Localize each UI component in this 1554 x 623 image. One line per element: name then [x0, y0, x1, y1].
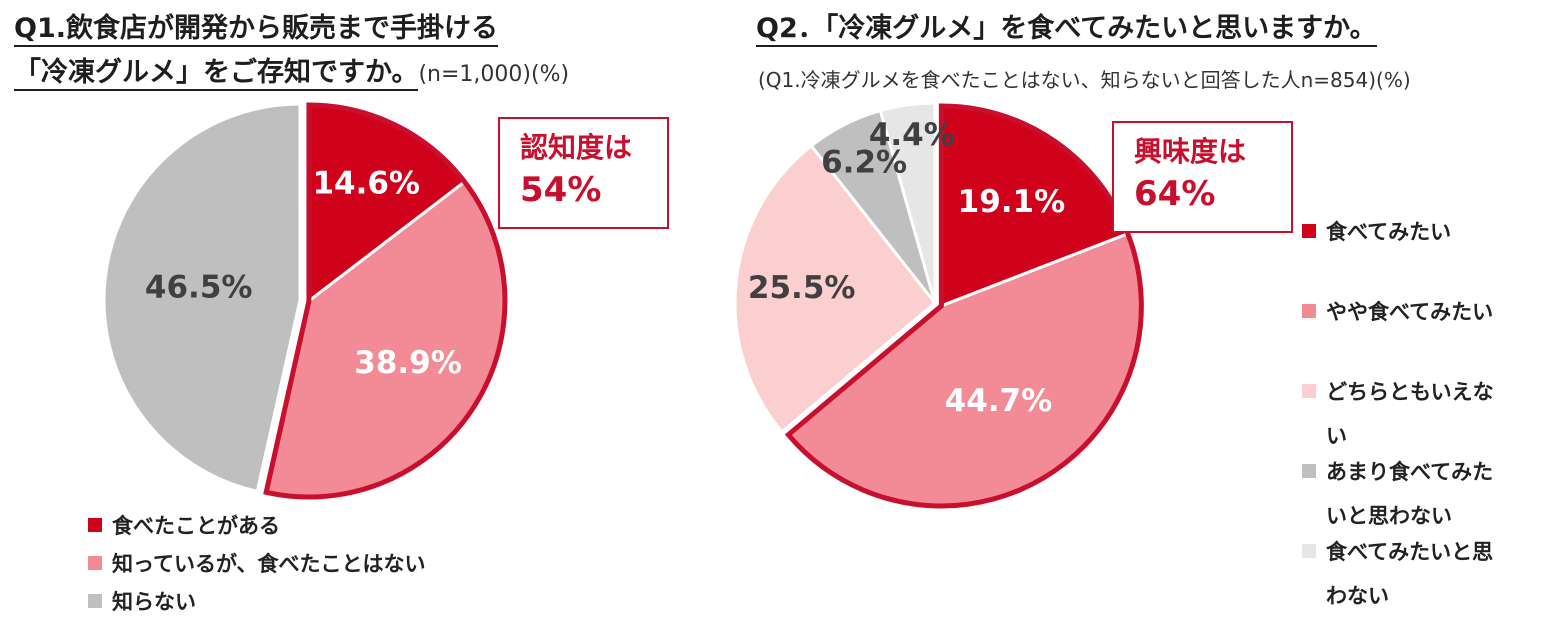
q2-legend-label-5-line-2: わない — [1326, 584, 1389, 608]
q2-slice-3 — [733, 143, 938, 434]
q2-note: (Q1.冷凍グルメを食べたことはない、知らないと回答した人n=854)(%) — [758, 68, 1411, 92]
q2-slice-label-5: 4.4% — [869, 117, 955, 153]
q1-slice-label-1: 14.6% — [312, 165, 420, 201]
q1-slice-label-3: 46.5% — [145, 269, 253, 305]
q2-legend-label-1: 食べてみたい — [1326, 220, 1452, 244]
q2-title: Q2．「冷凍グルメ」を食べてみたいと思いますか。 — [756, 12, 1377, 47]
q2-legend-swatch-4 — [1302, 464, 1316, 478]
q1-title-line1: Q1.飲食店が開発から販売まで手掛ける — [14, 12, 498, 47]
q1-awareness-callout: 認知度は 54% — [498, 117, 669, 229]
q2-legend-swatch-3 — [1302, 384, 1316, 398]
q2-callout-value: 64% — [1134, 174, 1216, 214]
q1-legend-swatch-1 — [88, 518, 102, 532]
q1-legend-swatch-3 — [88, 594, 102, 608]
q1-title-line2: 「冷凍グルメ」をご存知ですか。(n=1,000)(%) — [14, 56, 569, 92]
q2-slice-5 — [878, 101, 937, 304]
q2-slice-label-2: 44.7% — [945, 383, 1053, 419]
q1-legend-label-1: 食べたことがある — [112, 514, 280, 538]
q2-legend-label-5-line-1: 食べてみたいと思 — [1326, 540, 1494, 564]
q1-note: (n=1,000)(%) — [418, 62, 570, 87]
q1-slice-3 — [102, 102, 302, 494]
q2-legend-label-4-line-2: いと思わない — [1326, 504, 1452, 528]
q2-legend-label-4-line-1: あまり食べてみた — [1326, 460, 1494, 484]
q2-legend-label-3-line-1: どちらともいえな — [1326, 380, 1494, 404]
q2-pie: 19.1% 44.7% 25.5% 6.2%4.4% — [733, 101, 1144, 509]
q2-slice-label-4: 6.2% — [821, 145, 907, 181]
q1-callout-value: 54% — [520, 170, 602, 210]
q2-legend-swatch-5 — [1302, 544, 1316, 558]
q2-legend-label-2: やや食べてみたい — [1326, 300, 1494, 324]
q1-pie: 14.6% 38.9% 46.5% — [102, 102, 508, 500]
q2-highlight-outline — [784, 103, 1144, 509]
q1-slice-label-2: 38.9% — [354, 345, 462, 381]
q1-legend-label-2: 知っているが、食べたことはない — [112, 552, 426, 576]
q1-callout-label: 認知度は — [520, 131, 633, 164]
q2-slice-label-3: 25.5% — [748, 270, 856, 306]
q2-legend-label-3-line-2: い — [1326, 424, 1347, 448]
q2-slice-label-1: 19.1% — [958, 184, 1066, 220]
q2-interest-callout: 興味度は 64% — [1112, 121, 1293, 233]
q1-highlight-outline — [263, 102, 508, 500]
q2-callout-label: 興味度は — [1134, 135, 1247, 168]
q2-legend-swatch-2 — [1302, 304, 1316, 318]
q2-legend-swatch-1 — [1302, 224, 1316, 238]
q1-legend-swatch-2 — [88, 556, 102, 570]
q1-legend-label-3: 知らない — [112, 590, 196, 614]
